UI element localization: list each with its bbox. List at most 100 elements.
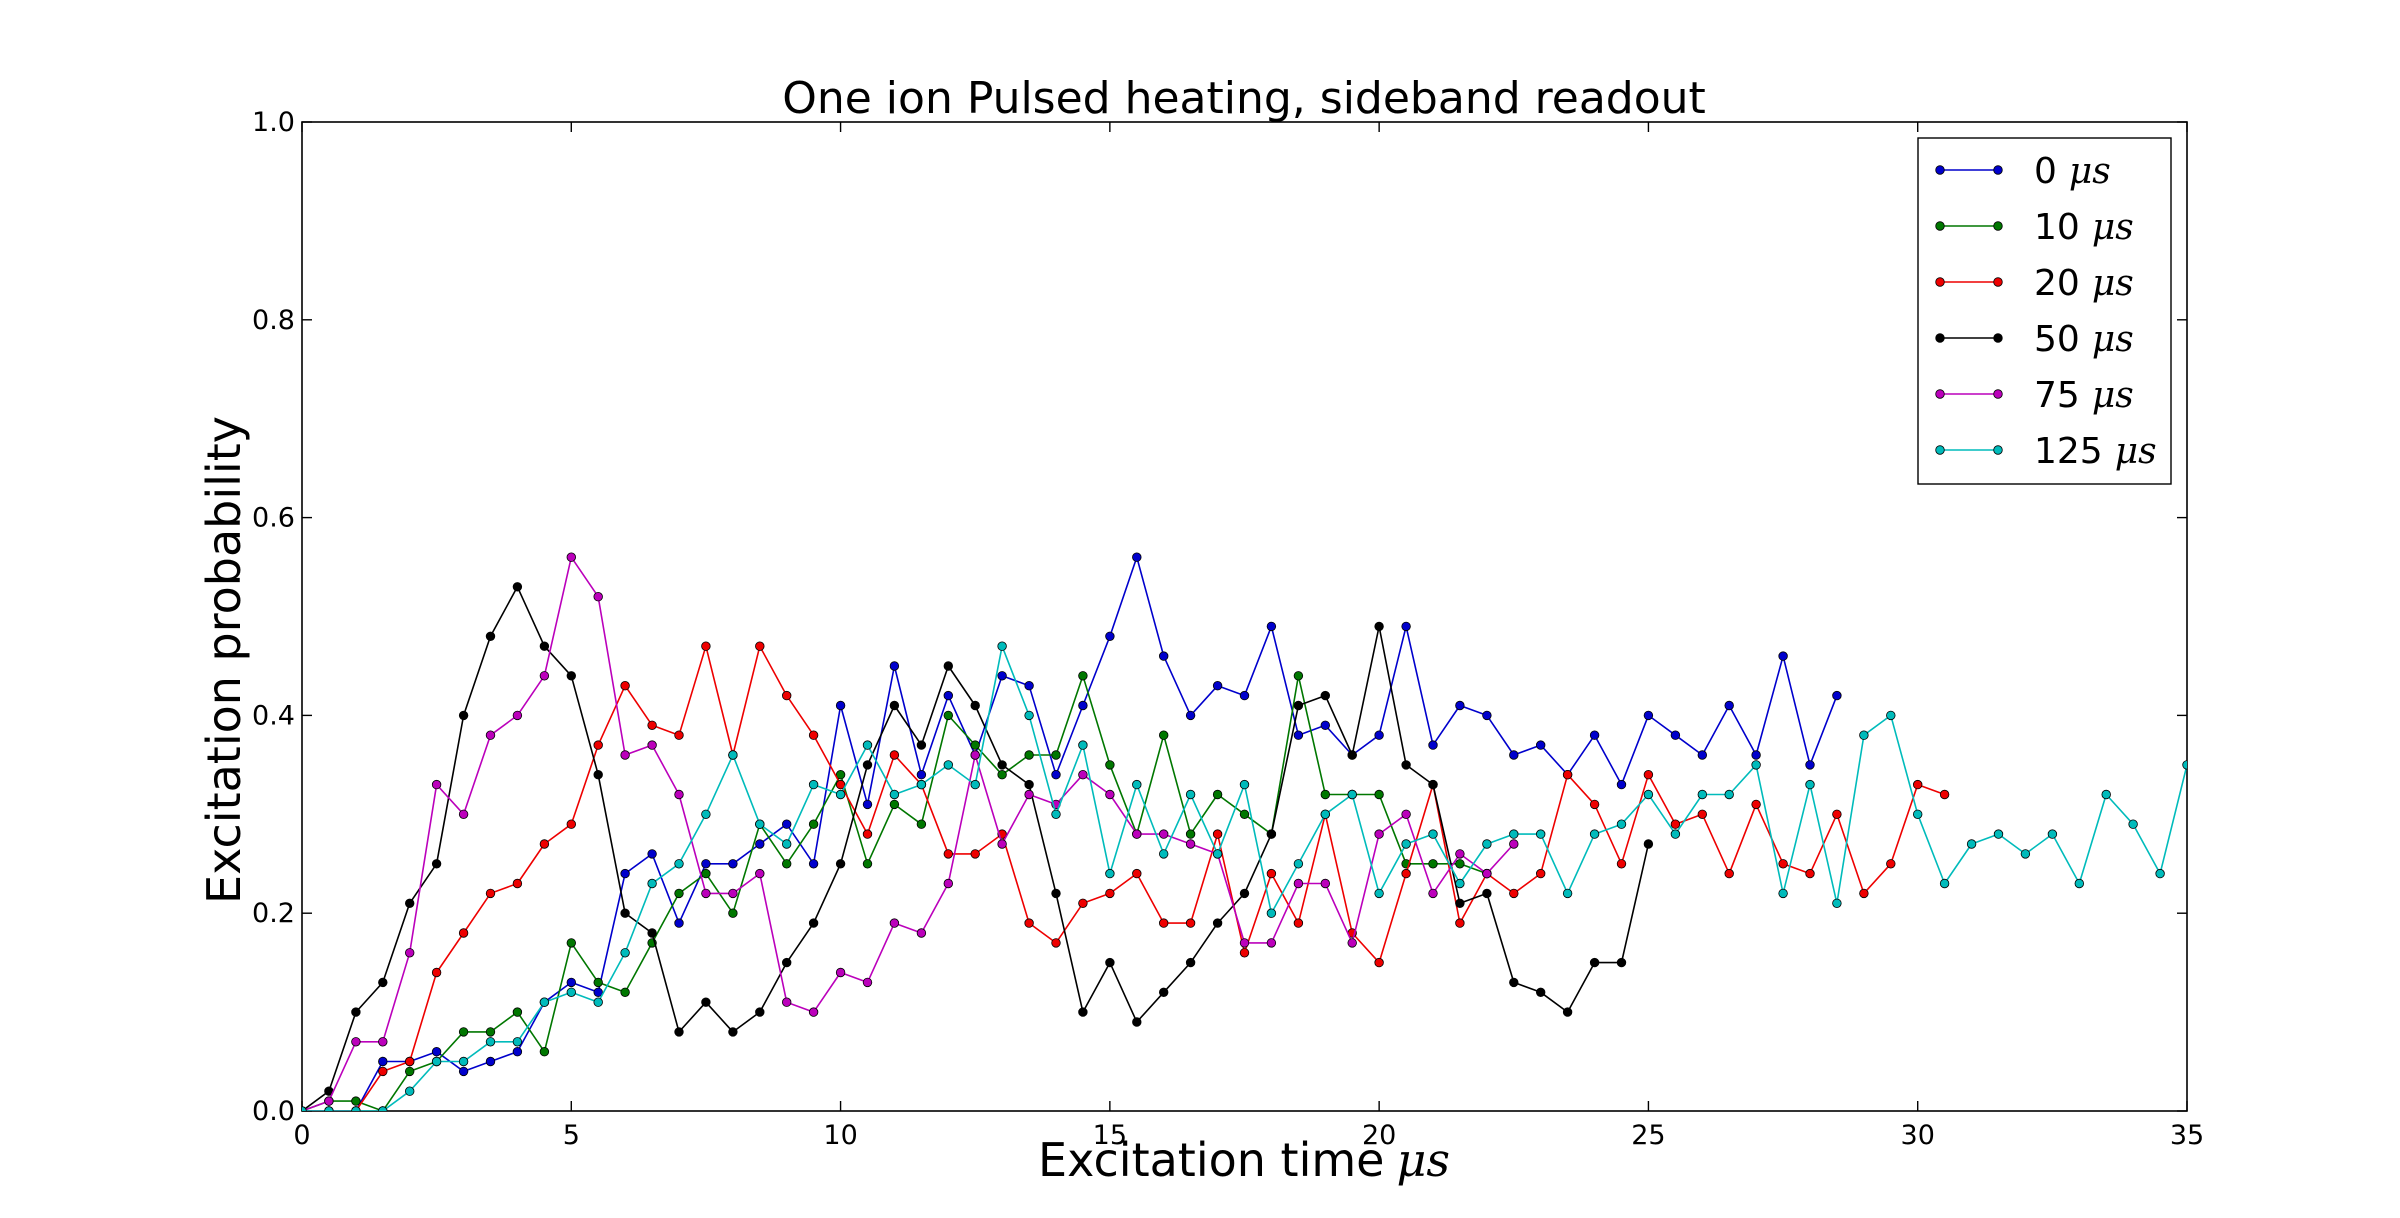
data-point bbox=[1185, 710, 1196, 721]
data-point bbox=[1482, 888, 1492, 899]
data-point bbox=[970, 750, 980, 760]
data-point bbox=[405, 898, 415, 909]
data-point bbox=[1266, 868, 1277, 879]
data-point bbox=[862, 740, 873, 750]
data-point bbox=[728, 908, 738, 918]
data-point bbox=[1616, 859, 1627, 869]
data-point bbox=[324, 1106, 334, 1111]
data-point bbox=[620, 868, 630, 879]
data-point bbox=[378, 977, 388, 988]
data-point bbox=[862, 799, 873, 810]
data-point bbox=[1832, 898, 1842, 909]
legend-unit: μs bbox=[2092, 207, 2134, 248]
data-point bbox=[916, 928, 927, 938]
data-point bbox=[674, 730, 684, 740]
legend-marker bbox=[1935, 333, 1945, 343]
series-line bbox=[302, 674, 1488, 1111]
data-point bbox=[889, 918, 900, 928]
data-point bbox=[862, 977, 873, 988]
legend-label: 10 μs bbox=[2034, 207, 2134, 248]
data-point bbox=[620, 681, 630, 691]
data-point bbox=[970, 849, 980, 859]
data-point bbox=[405, 1056, 415, 1067]
data-point bbox=[808, 918, 819, 928]
legend-marker bbox=[1993, 221, 2003, 231]
data-point bbox=[889, 700, 900, 711]
data-point bbox=[1509, 839, 1519, 849]
data-point bbox=[1051, 770, 1061, 780]
legend-label: 75 μs bbox=[2034, 375, 2134, 416]
data-point bbox=[970, 700, 980, 711]
series-0 bbox=[302, 552, 1842, 1111]
data-point bbox=[1158, 730, 1169, 740]
data-point bbox=[1132, 552, 1142, 562]
x-axis-label: Excitation time bbox=[1038, 1133, 1384, 1187]
data-point bbox=[405, 1086, 415, 1096]
data-point bbox=[2020, 849, 2031, 859]
data-point bbox=[1078, 700, 1088, 711]
data-point bbox=[1185, 839, 1196, 849]
data-point bbox=[1697, 789, 1708, 800]
data-point bbox=[1212, 789, 1223, 800]
data-point bbox=[1401, 868, 1411, 879]
data-point bbox=[1455, 878, 1465, 889]
data-point bbox=[835, 700, 846, 711]
data-point bbox=[1347, 789, 1357, 800]
data-point bbox=[755, 868, 765, 879]
data-point bbox=[620, 948, 630, 958]
data-point bbox=[701, 888, 711, 899]
data-point bbox=[351, 1007, 361, 1017]
legend-marker bbox=[1993, 165, 2003, 175]
data-point bbox=[674, 1027, 684, 1037]
data-point bbox=[943, 849, 954, 859]
data-point bbox=[378, 1037, 388, 1047]
data-point bbox=[1912, 779, 1923, 790]
data-point bbox=[1320, 789, 1331, 800]
data-point bbox=[458, 710, 469, 721]
data-point bbox=[1643, 789, 1654, 800]
data-point bbox=[808, 730, 819, 740]
data-point bbox=[593, 740, 603, 750]
data-point bbox=[351, 1037, 361, 1047]
legend-label: 125 μs bbox=[2034, 431, 2157, 472]
data-point bbox=[835, 770, 846, 780]
data-point bbox=[997, 839, 1007, 849]
data-point bbox=[1212, 849, 1223, 859]
data-point bbox=[1535, 829, 1546, 839]
legend-value: 0 bbox=[2034, 151, 2057, 192]
data-point bbox=[1132, 1017, 1142, 1027]
data-point bbox=[458, 1066, 469, 1077]
data-point bbox=[1859, 888, 1869, 899]
data-point bbox=[835, 859, 846, 869]
x-tick-label: 25 bbox=[1631, 1120, 1665, 1151]
data-point bbox=[1293, 730, 1304, 740]
data-point bbox=[458, 928, 469, 938]
legend-marker bbox=[1935, 277, 1945, 287]
data-point bbox=[1535, 740, 1546, 750]
data-point bbox=[997, 770, 1007, 780]
data-point bbox=[1266, 908, 1277, 918]
legend-value: 20 bbox=[2034, 263, 2080, 304]
data-point bbox=[647, 849, 657, 859]
data-point bbox=[728, 888, 738, 899]
data-point bbox=[808, 859, 819, 869]
x-axis-title: Excitation time μs bbox=[1038, 1133, 1450, 1187]
data-point bbox=[2128, 819, 2138, 829]
data-point bbox=[862, 760, 873, 770]
data-point bbox=[1024, 681, 1034, 691]
data-point bbox=[1078, 898, 1088, 909]
data-point bbox=[405, 948, 415, 958]
data-point bbox=[431, 1046, 442, 1057]
data-point bbox=[485, 631, 496, 642]
data-point bbox=[431, 967, 442, 978]
data-point bbox=[1697, 750, 1708, 760]
data-point bbox=[1239, 779, 1250, 790]
data-point bbox=[1078, 770, 1088, 780]
data-point bbox=[539, 671, 550, 681]
data-point bbox=[755, 839, 765, 849]
data-point bbox=[1859, 730, 1869, 740]
data-point bbox=[889, 789, 900, 800]
data-point bbox=[1105, 789, 1115, 800]
data-point bbox=[1562, 1007, 1573, 1017]
